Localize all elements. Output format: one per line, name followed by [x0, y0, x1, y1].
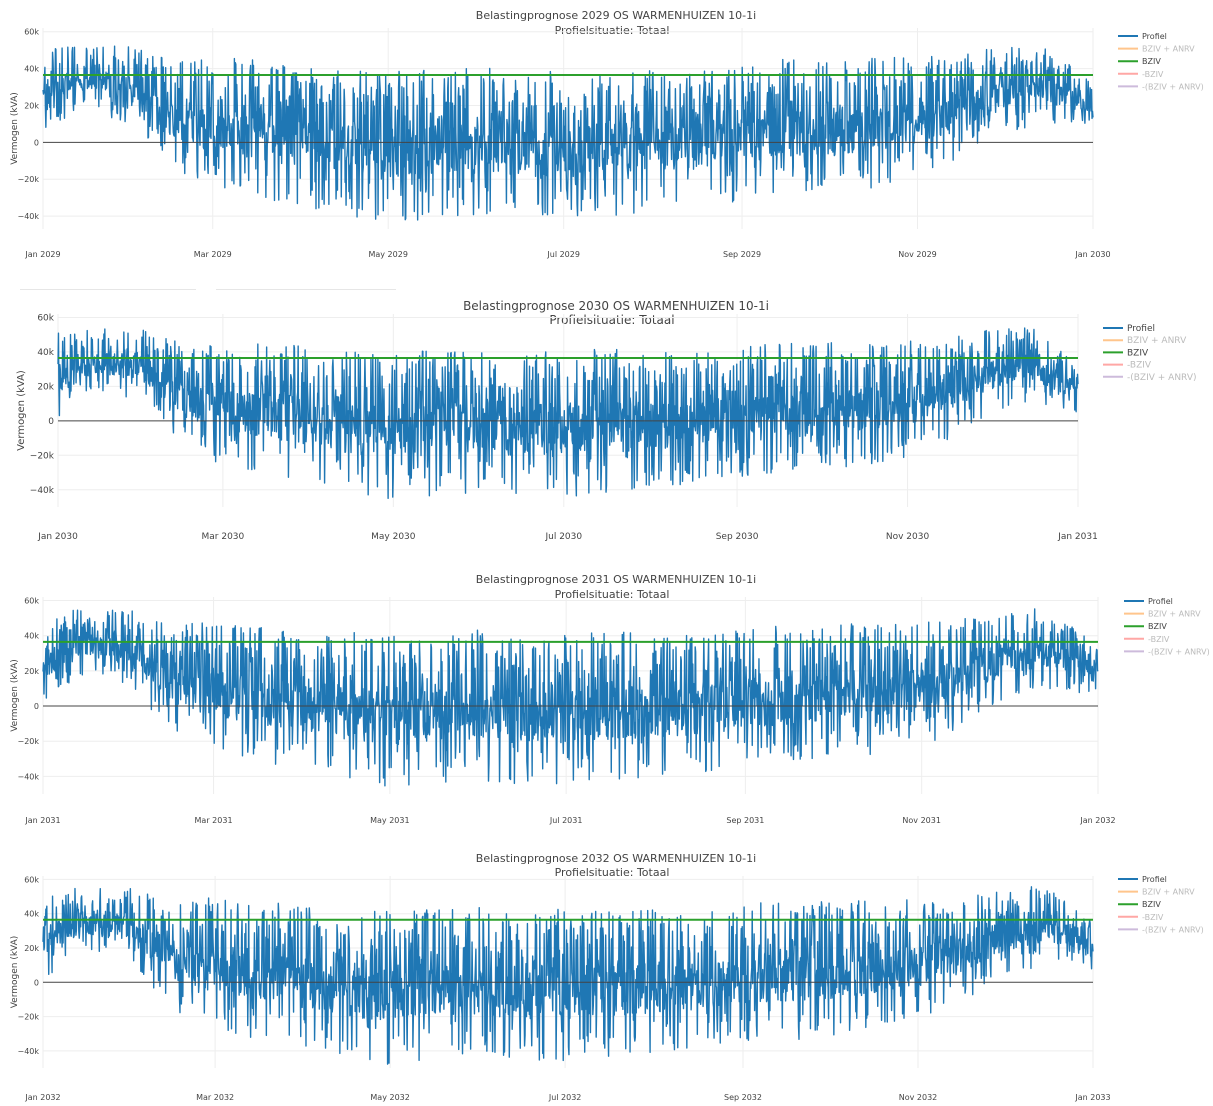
legend-item-neg-bziv[interactable]: -BZIV — [1148, 635, 1170, 644]
legend-item-bziv-anrv[interactable]: BZIV + ANRV — [1142, 45, 1195, 54]
x-tick-label: Mar 2031 — [195, 816, 233, 825]
y-tick-label: 40k — [24, 632, 39, 641]
x-tick-label: Jul 2031 — [549, 816, 583, 825]
x-tick-label: Sep 2030 — [716, 532, 759, 542]
y-tick-label: 0 — [34, 702, 39, 711]
legend-item-neg-bziv-anrv[interactable]: -(BZIV + ANRV) — [1148, 647, 1210, 656]
y-tick-label: −40k — [17, 772, 39, 781]
profiel-series — [42, 45, 1094, 221]
chart-subtitle: Profielsituatie: Totaal — [555, 866, 670, 879]
chart-svg: Belastingprognose 2032 OS WARMENHUIZEN 1… — [10, 852, 1204, 1102]
x-tick-label: Jul 2032 — [548, 1093, 582, 1102]
legend-item-profiel[interactable]: Profiel — [1148, 597, 1173, 606]
x-tick-label: Jan 2030 — [1074, 250, 1110, 259]
y-tick-label: −20k — [17, 737, 39, 746]
chart-subtitle: Profielsituatie: Totaal — [555, 24, 670, 37]
x-tick-label: Nov 2030 — [886, 532, 930, 542]
x-tick-label: May 2031 — [370, 816, 409, 825]
legend-item-neg-bziv-anrv[interactable]: -(BZIV + ANRV) — [1127, 373, 1197, 383]
x-tick-label: Mar 2029 — [194, 250, 232, 259]
legend-item-bziv[interactable]: BZIV — [1127, 348, 1149, 358]
legend-item-profiel[interactable]: Profiel — [1127, 324, 1155, 334]
legend-item-bziv[interactable]: BZIV — [1142, 900, 1161, 909]
profiel-series — [42, 886, 1094, 1065]
y-tick-label: 20k — [37, 382, 54, 392]
chart-svg: Belastingprognose 2030 OS WARMENHUIZEN 1… — [16, 299, 1197, 542]
y-tick-label: 40k — [37, 348, 54, 358]
panel-separator — [20, 289, 196, 290]
x-tick-label: Jan 2032 — [1079, 816, 1115, 825]
chart-svg: Belastingprognose 2029 OS WARMENHUIZEN 1… — [10, 9, 1204, 259]
legend-item-profiel[interactable]: Profiel — [1142, 875, 1167, 884]
legend-item-neg-bziv[interactable]: -BZIV — [1127, 361, 1152, 371]
legend-item-bziv-anrv[interactable]: BZIV + ANRV — [1127, 336, 1187, 346]
y-tick-label: −20k — [30, 451, 55, 461]
x-tick-label: Jan 2032 — [24, 1093, 60, 1102]
y-tick-label: 60k — [24, 875, 39, 884]
chart-subtitle: Profielsituatie: Totaal — [555, 588, 670, 601]
y-tick-label: 0 — [34, 138, 39, 147]
chart-title: Belastingprognose 2029 OS WARMENHUIZEN 1… — [476, 9, 756, 22]
x-tick-label: Sep 2032 — [724, 1093, 762, 1102]
chart-panel-2032: Belastingprognose 2032 OS WARMENHUIZEN 1… — [0, 846, 1213, 1106]
legend-item-bziv-anrv[interactable]: BZIV + ANRV — [1142, 888, 1195, 897]
legend-item-profiel[interactable]: Profiel — [1142, 32, 1167, 41]
y-tick-label: 60k — [24, 28, 39, 37]
x-tick-label: May 2029 — [368, 250, 407, 259]
x-tick-label: Jan 2031 — [1057, 532, 1098, 542]
legend-item-neg-bziv-anrv[interactable]: -(BZIV + ANRV) — [1142, 82, 1204, 91]
y-tick-label: 60k — [37, 313, 54, 323]
chart-panel-2031: Belastingprognose 2031 OS WARMENHUIZEN 1… — [0, 568, 1213, 838]
y-tick-label: 0 — [48, 417, 54, 427]
legend-item-bziv[interactable]: BZIV — [1142, 57, 1161, 66]
x-tick-label: Jul 2029 — [546, 250, 580, 259]
y-tick-label: 0 — [34, 978, 39, 987]
legend-item-neg-bziv[interactable]: -BZIV — [1142, 70, 1164, 79]
y-tick-label: −40k — [17, 212, 39, 221]
x-tick-label: Jan 2033 — [1074, 1093, 1110, 1102]
legend-item-bziv-anrv[interactable]: BZIV + ANRV — [1148, 610, 1201, 619]
x-tick-label: Nov 2032 — [899, 1093, 938, 1102]
y-tick-label: −40k — [30, 486, 55, 496]
x-tick-label: Jan 2031 — [24, 816, 60, 825]
x-tick-label: Jan 2029 — [24, 250, 60, 259]
chart-svg: Belastingprognose 2031 OS WARMENHUIZEN 1… — [10, 573, 1210, 825]
panel-separator — [216, 289, 396, 290]
profiel-series — [57, 327, 1079, 500]
y-tick-label: 20k — [24, 101, 39, 110]
chart-title: Belastingprognose 2032 OS WARMENHUIZEN 1… — [476, 852, 756, 865]
x-tick-label: Sep 2029 — [723, 250, 761, 259]
y-tick-label: 60k — [24, 597, 39, 606]
y-axis-label: Vermogen (kVA) — [10, 659, 20, 732]
x-tick-label: Sep 2031 — [726, 816, 764, 825]
legend-item-neg-bziv[interactable]: -BZIV — [1142, 913, 1164, 922]
y-tick-label: 20k — [24, 944, 39, 953]
y-tick-label: −20k — [17, 175, 39, 184]
x-tick-label: May 2032 — [370, 1093, 409, 1102]
y-tick-label: 40k — [24, 910, 39, 919]
x-tick-label: Jan 2030 — [37, 532, 78, 542]
y-tick-label: 20k — [24, 667, 39, 676]
y-tick-label: −20k — [17, 1013, 39, 1022]
chart-panel-2030: Belastingprognose 2030 OS WARMENHUIZEN 1… — [0, 292, 1213, 554]
x-tick-label: Jul 2030 — [544, 532, 582, 542]
x-tick-label: Mar 2032 — [196, 1093, 234, 1102]
profiel-series — [42, 608, 1099, 787]
x-tick-label: May 2030 — [371, 532, 416, 542]
x-tick-label: Mar 2030 — [202, 532, 245, 542]
chart-subtitle: Profielsituatie: Totaal — [549, 313, 674, 327]
x-tick-label: Nov 2029 — [898, 250, 937, 259]
chart-title: Belastingprognose 2030 OS WARMENHUIZEN 1… — [463, 299, 769, 313]
chart-panel-2029: Belastingprognose 2029 OS WARMENHUIZEN 1… — [0, 0, 1213, 272]
y-axis-label: Vermogen (kVA) — [10, 936, 20, 1009]
y-tick-label: 40k — [24, 65, 39, 74]
legend-item-bziv[interactable]: BZIV — [1148, 622, 1167, 631]
chart-title: Belastingprognose 2031 OS WARMENHUIZEN 1… — [476, 573, 756, 586]
y-axis-label: Vermogen (kVA) — [10, 92, 20, 165]
x-tick-label: Nov 2031 — [902, 816, 941, 825]
y-tick-label: −40k — [17, 1047, 39, 1056]
legend-item-neg-bziv-anrv[interactable]: -(BZIV + ANRV) — [1142, 925, 1204, 934]
y-axis-label: Vermogen (kVA) — [16, 370, 27, 451]
